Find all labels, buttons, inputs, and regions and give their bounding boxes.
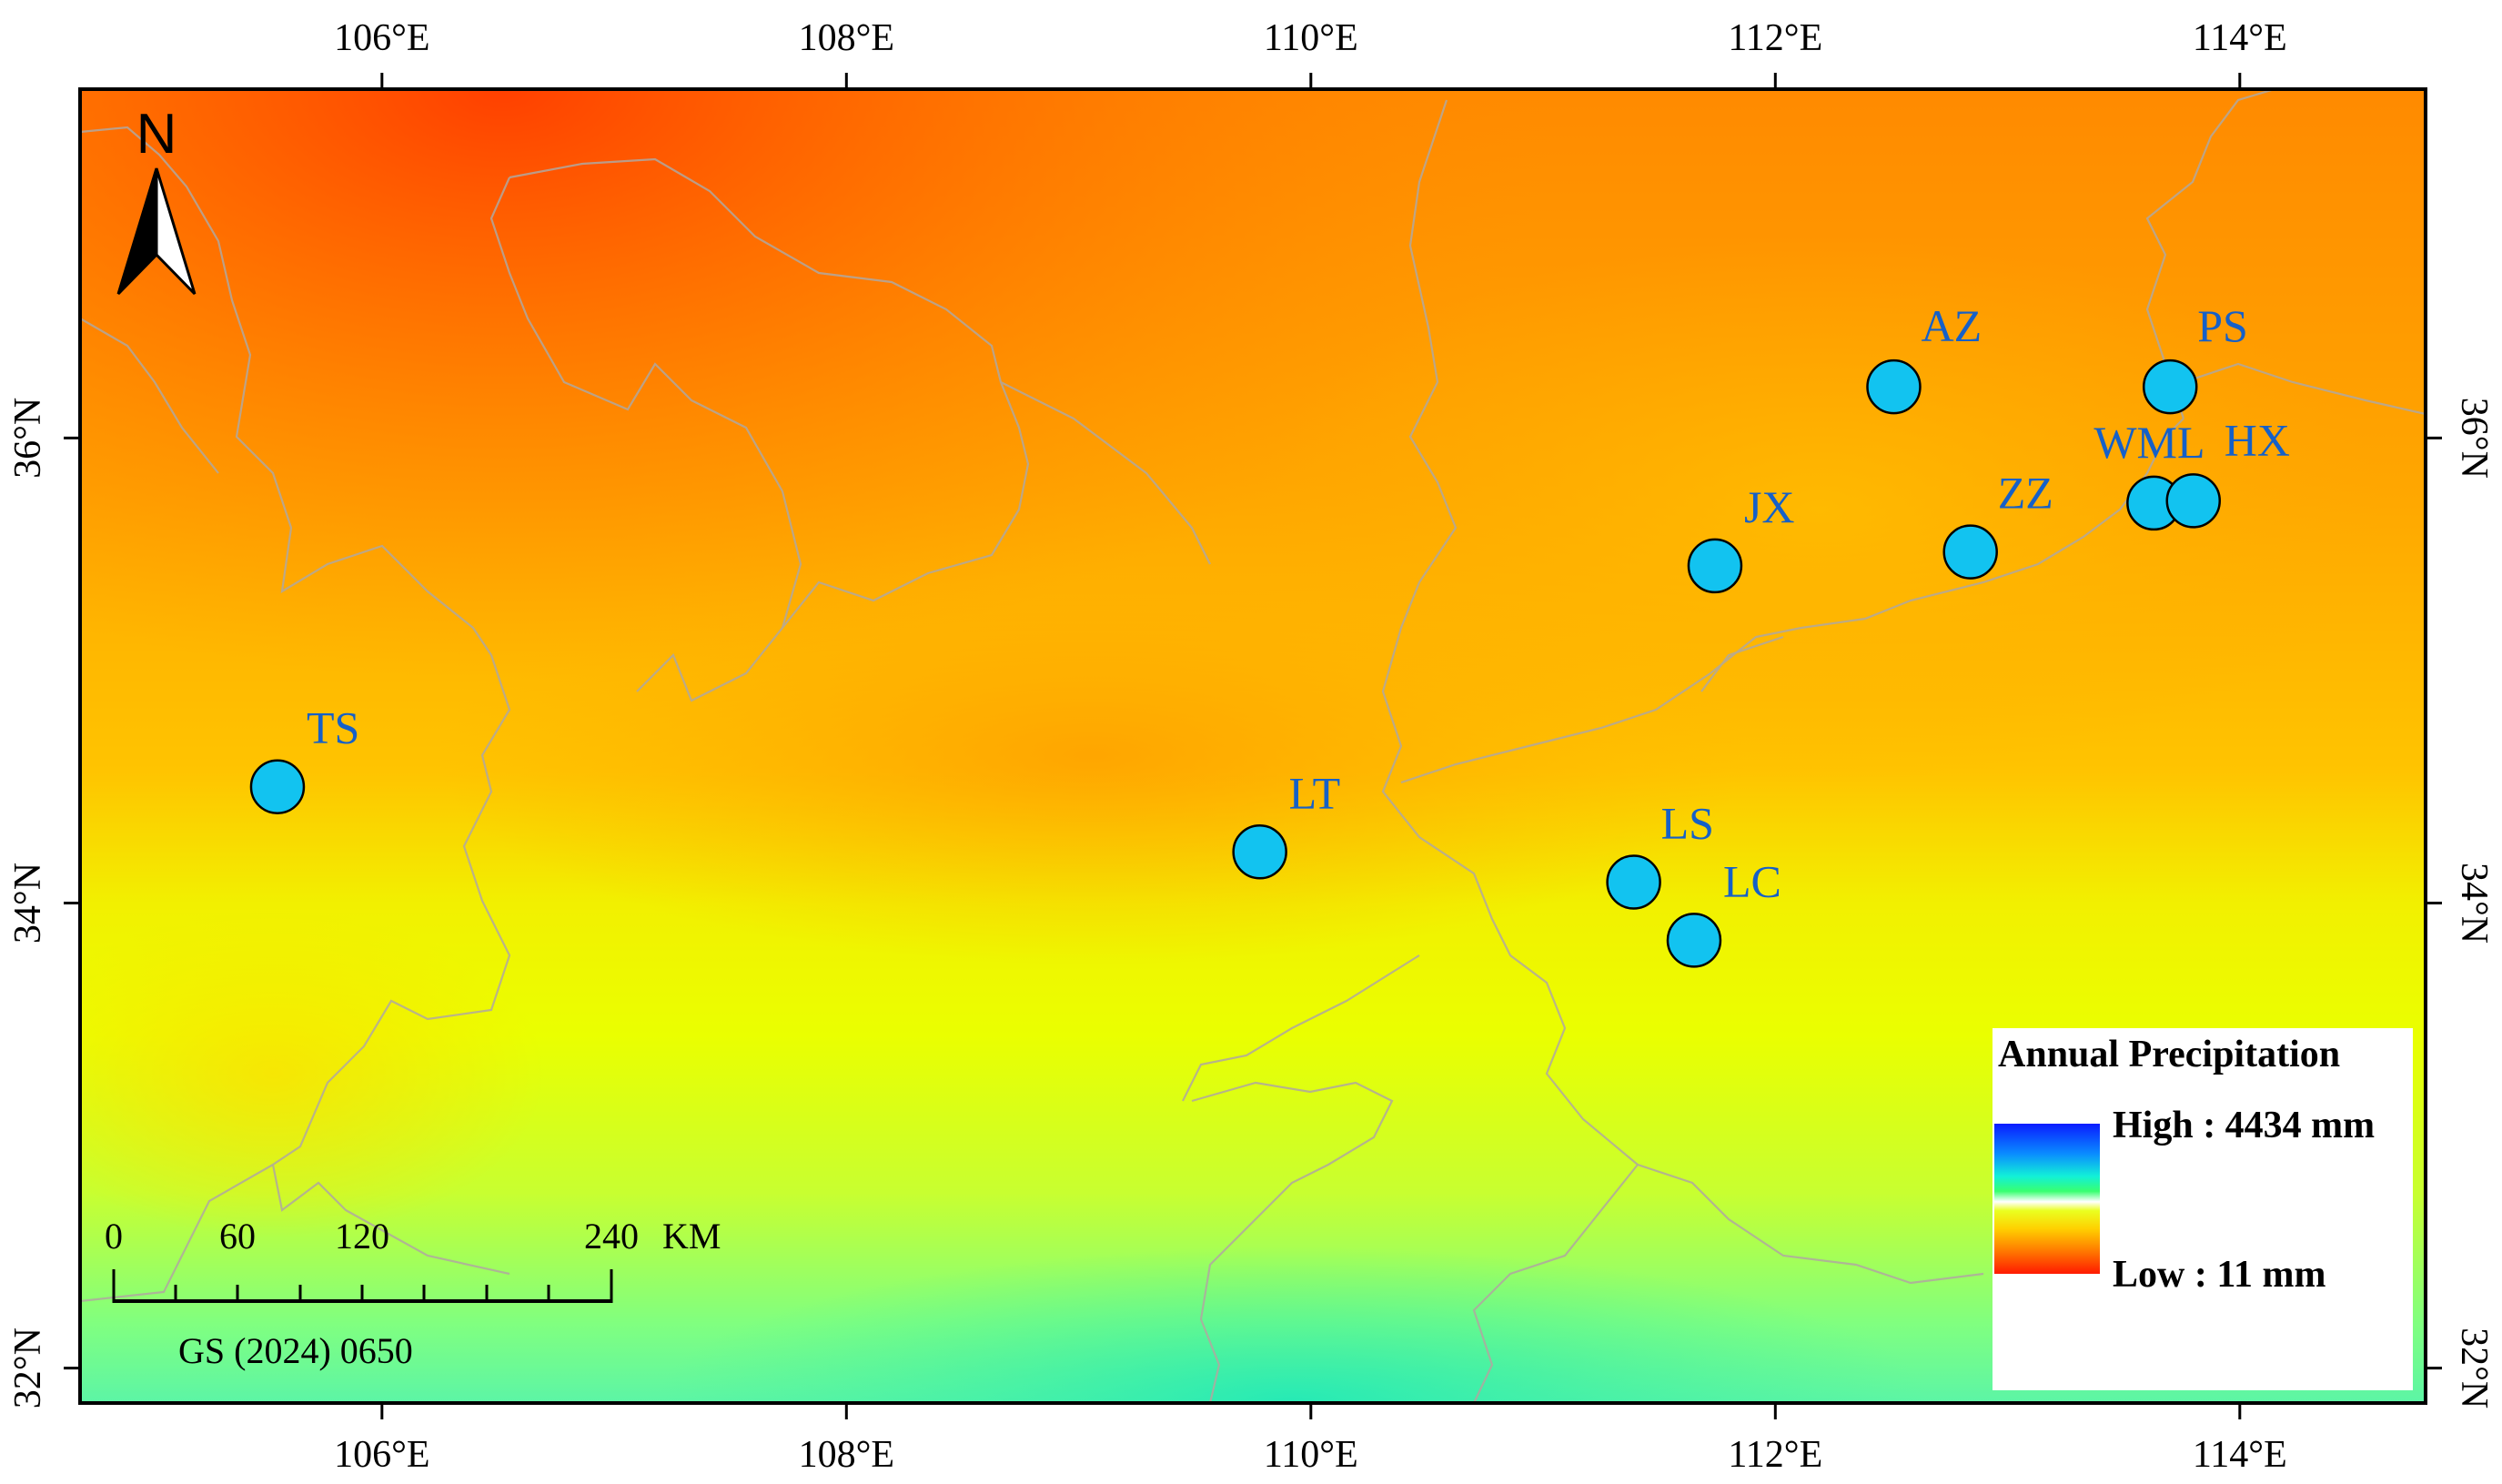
site-label-ts: TS xyxy=(307,702,359,753)
lat-label-left: 34°N xyxy=(7,863,49,944)
site-label-wml: WML xyxy=(2093,417,2204,468)
map-frame xyxy=(78,87,2427,1405)
site-marker-lt[interactable] xyxy=(1232,824,1287,880)
map-reference-number: GS (2024) 0650 xyxy=(178,1330,413,1371)
lat-label-right: 36°N xyxy=(2453,398,2495,479)
site-marker-zz[interactable] xyxy=(1942,524,1998,580)
lat-label-left: 36°N xyxy=(7,398,49,479)
site-marker-jx[interactable] xyxy=(1687,538,1743,594)
site-marker-lc[interactable] xyxy=(1666,913,1722,968)
site-marker-ps[interactable] xyxy=(2142,358,2198,415)
lat-label-right: 32°N xyxy=(2453,1328,2495,1408)
lon-label-top: 112°E xyxy=(1728,17,1822,59)
lon-label-top: 108°E xyxy=(799,17,894,59)
site-label-hx: HX xyxy=(2225,414,2290,465)
lon-label-bottom: 112°E xyxy=(1728,1434,1822,1476)
scale-tick-60: 60 xyxy=(219,1216,256,1257)
lon-label-bottom: 106°E xyxy=(334,1434,429,1476)
site-label-ps: PS xyxy=(2197,300,2248,351)
lat-label-right: 34°N xyxy=(2453,863,2495,944)
lon-label-top: 110°E xyxy=(1264,17,1358,59)
legend-title: Annual Precipitation xyxy=(1998,1034,2340,1075)
province-boundaries xyxy=(80,89,2426,1403)
site-marker-ls[interactable] xyxy=(1606,854,1661,910)
site-label-zz: ZZ xyxy=(1998,468,2053,519)
legend-color-ramp xyxy=(1994,1124,2100,1274)
lon-label-bottom: 110°E xyxy=(1264,1434,1358,1476)
legend-low-label: Low : 11 mm xyxy=(2113,1254,2326,1296)
scale-tick-0: 0 xyxy=(105,1216,123,1257)
scale-tick-120: 120 xyxy=(335,1216,389,1257)
site-marker-ts[interactable] xyxy=(249,759,306,814)
scale-bar: 0 60 120 240 KM GS (2024) 0650 xyxy=(105,1216,721,1371)
precipitation-raster xyxy=(80,89,2426,1403)
scale-unit: KM xyxy=(662,1216,721,1257)
graticule-ticks: 106°E 106°E 108°E 108°E 110°E 110°E 112°E 112°E… xyxy=(7,17,2495,1476)
legend: Annual Precipitation High : 4434 mm Low … xyxy=(1993,1028,2413,1390)
site-label-ls: LS xyxy=(1661,798,1714,849)
lon-label-bottom: 114°E xyxy=(2193,1434,2287,1476)
lon-label-top: 114°E xyxy=(2193,17,2287,59)
lon-label-top: 106°E xyxy=(334,17,429,59)
north-arrow: N xyxy=(116,103,197,296)
legend-high-label: High : 4434 mm xyxy=(2113,1105,2375,1146)
site-label-lt: LT xyxy=(1289,767,1341,818)
north-arrow-label: N xyxy=(136,103,177,166)
scale-tick-240: 240 xyxy=(584,1216,639,1257)
lat-label-left: 32°N xyxy=(7,1328,49,1408)
site-marker-hx[interactable] xyxy=(2165,473,2222,529)
site-label-az: AZ xyxy=(1921,300,1982,351)
site-marker-az[interactable] xyxy=(1866,358,1922,415)
lon-label-bottom: 108°E xyxy=(799,1434,894,1476)
site-label-lc: LC xyxy=(1723,855,1781,906)
site-label-jx: JX xyxy=(1744,481,1795,532)
